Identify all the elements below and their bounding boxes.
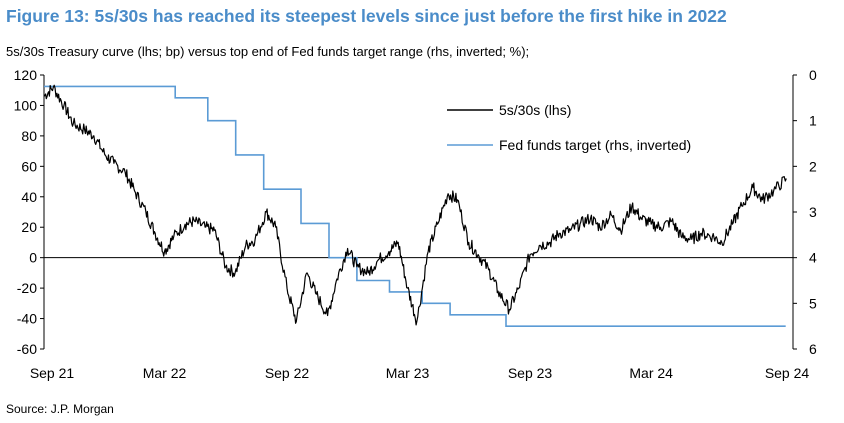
y-right-tick-label: 6 [809, 341, 817, 357]
y-right-tick-label: 4 [809, 250, 817, 266]
x-tick-label: Sep 24 [765, 365, 810, 381]
chart-subtitle: 5s/30s Treasury curve (lhs; bp) versus t… [6, 44, 530, 59]
y-right-tick-label: 5 [809, 295, 817, 311]
x-tick-label: Mar 24 [629, 365, 673, 381]
y-right-tick-label: 0 [809, 67, 817, 83]
y-left-tick-label: -20 [17, 280, 37, 296]
x-tick-label: Sep 22 [265, 365, 310, 381]
y-right-tick-label: 2 [809, 158, 817, 174]
x-tick-label: Sep 23 [508, 365, 553, 381]
y-left-tick-label: 20 [21, 219, 37, 235]
series-group [43, 84, 787, 327]
spread-5s30s-line [43, 84, 787, 326]
chart-title: Figure 13: 5s/30s has reached its steepe… [6, 6, 727, 26]
y-right-tick-label: 1 [809, 113, 817, 129]
fed-funds-line [44, 85, 786, 327]
legend-label-fedfunds: Fed funds target (rhs, inverted) [499, 137, 691, 153]
y-left-tick-label: 80 [21, 128, 37, 144]
source-note: Source: J.P. Morgan [6, 402, 114, 416]
y-right-tick-label: 3 [809, 204, 817, 220]
y-left-tick-label: -40 [17, 311, 37, 327]
x-tick-label: Mar 22 [143, 365, 187, 381]
y-left-tick-label: 100 [14, 97, 38, 113]
y-left-tick-label: -60 [17, 341, 37, 357]
axes: 120 100 80 60 40 20 0 -20 -40 -60 0 1 2 3 4 5 6 Sep 21 Mar… [14, 67, 817, 381]
x-tick-label: Sep 21 [30, 365, 75, 381]
x-tick-label: Mar 23 [386, 365, 430, 381]
legend-label-5s30s: 5s/30s (lhs) [499, 102, 571, 118]
y-left-tick-label: 0 [29, 250, 37, 266]
y-left-tick-label: 60 [21, 158, 37, 174]
y-left-tick-label: 120 [14, 67, 38, 83]
y-left-tick-label: 40 [21, 189, 37, 205]
legend: 5s/30s (lhs) Fed funds target (rhs, inver… [447, 102, 691, 153]
